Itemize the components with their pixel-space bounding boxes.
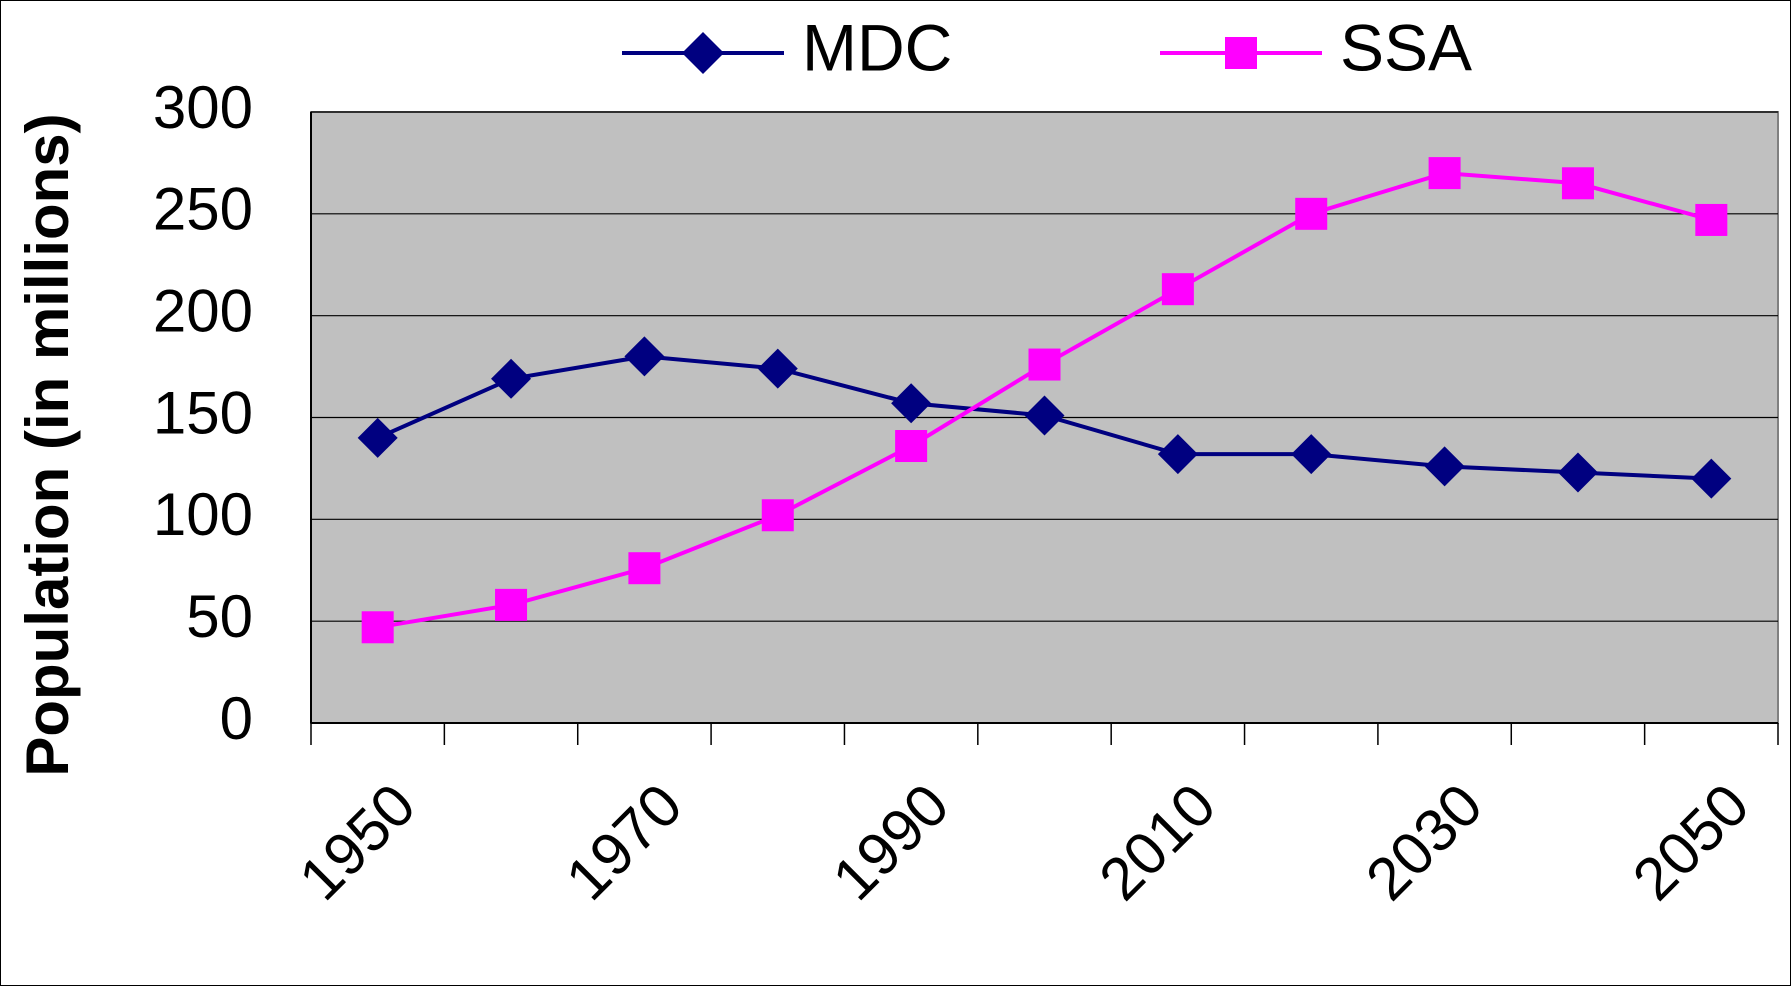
data-marker xyxy=(1424,446,1465,487)
y-tick-label: 100 xyxy=(153,481,253,548)
data-marker xyxy=(757,348,798,389)
data-marker xyxy=(357,417,398,458)
data-marker xyxy=(361,611,394,644)
data-marker xyxy=(1161,273,1194,306)
y-tick-label: 200 xyxy=(153,278,253,345)
data-marker xyxy=(1557,452,1598,493)
legend-box xyxy=(512,10,1560,110)
data-marker xyxy=(761,499,794,532)
data-marker xyxy=(1295,197,1328,230)
y-tick-label: 150 xyxy=(153,379,253,446)
legend-marker xyxy=(682,32,724,74)
data-marker xyxy=(1028,348,1061,381)
data-marker xyxy=(1024,395,1065,436)
data-marker xyxy=(891,383,932,424)
data-marker xyxy=(495,588,528,621)
data-marker xyxy=(895,430,928,463)
data-marker xyxy=(1428,157,1461,190)
legend-marker xyxy=(1225,37,1257,69)
data-marker xyxy=(1695,203,1728,236)
y-tick-label: 0 xyxy=(220,685,253,752)
data-marker xyxy=(491,358,532,399)
data-marker xyxy=(1691,458,1732,499)
data-marker xyxy=(1561,167,1594,200)
data-marker xyxy=(628,552,661,585)
y-tick-label: 250 xyxy=(153,176,253,243)
legend-label: SSA xyxy=(1340,10,1472,84)
y-axis-title: Population (in millions) xyxy=(14,113,81,776)
data-marker xyxy=(1157,434,1198,475)
y-tick-label: 300 xyxy=(153,74,253,141)
legend-label: MDC xyxy=(802,10,952,84)
data-marker xyxy=(1291,434,1332,475)
y-tick-label: 50 xyxy=(186,583,253,650)
data-marker xyxy=(624,336,665,377)
